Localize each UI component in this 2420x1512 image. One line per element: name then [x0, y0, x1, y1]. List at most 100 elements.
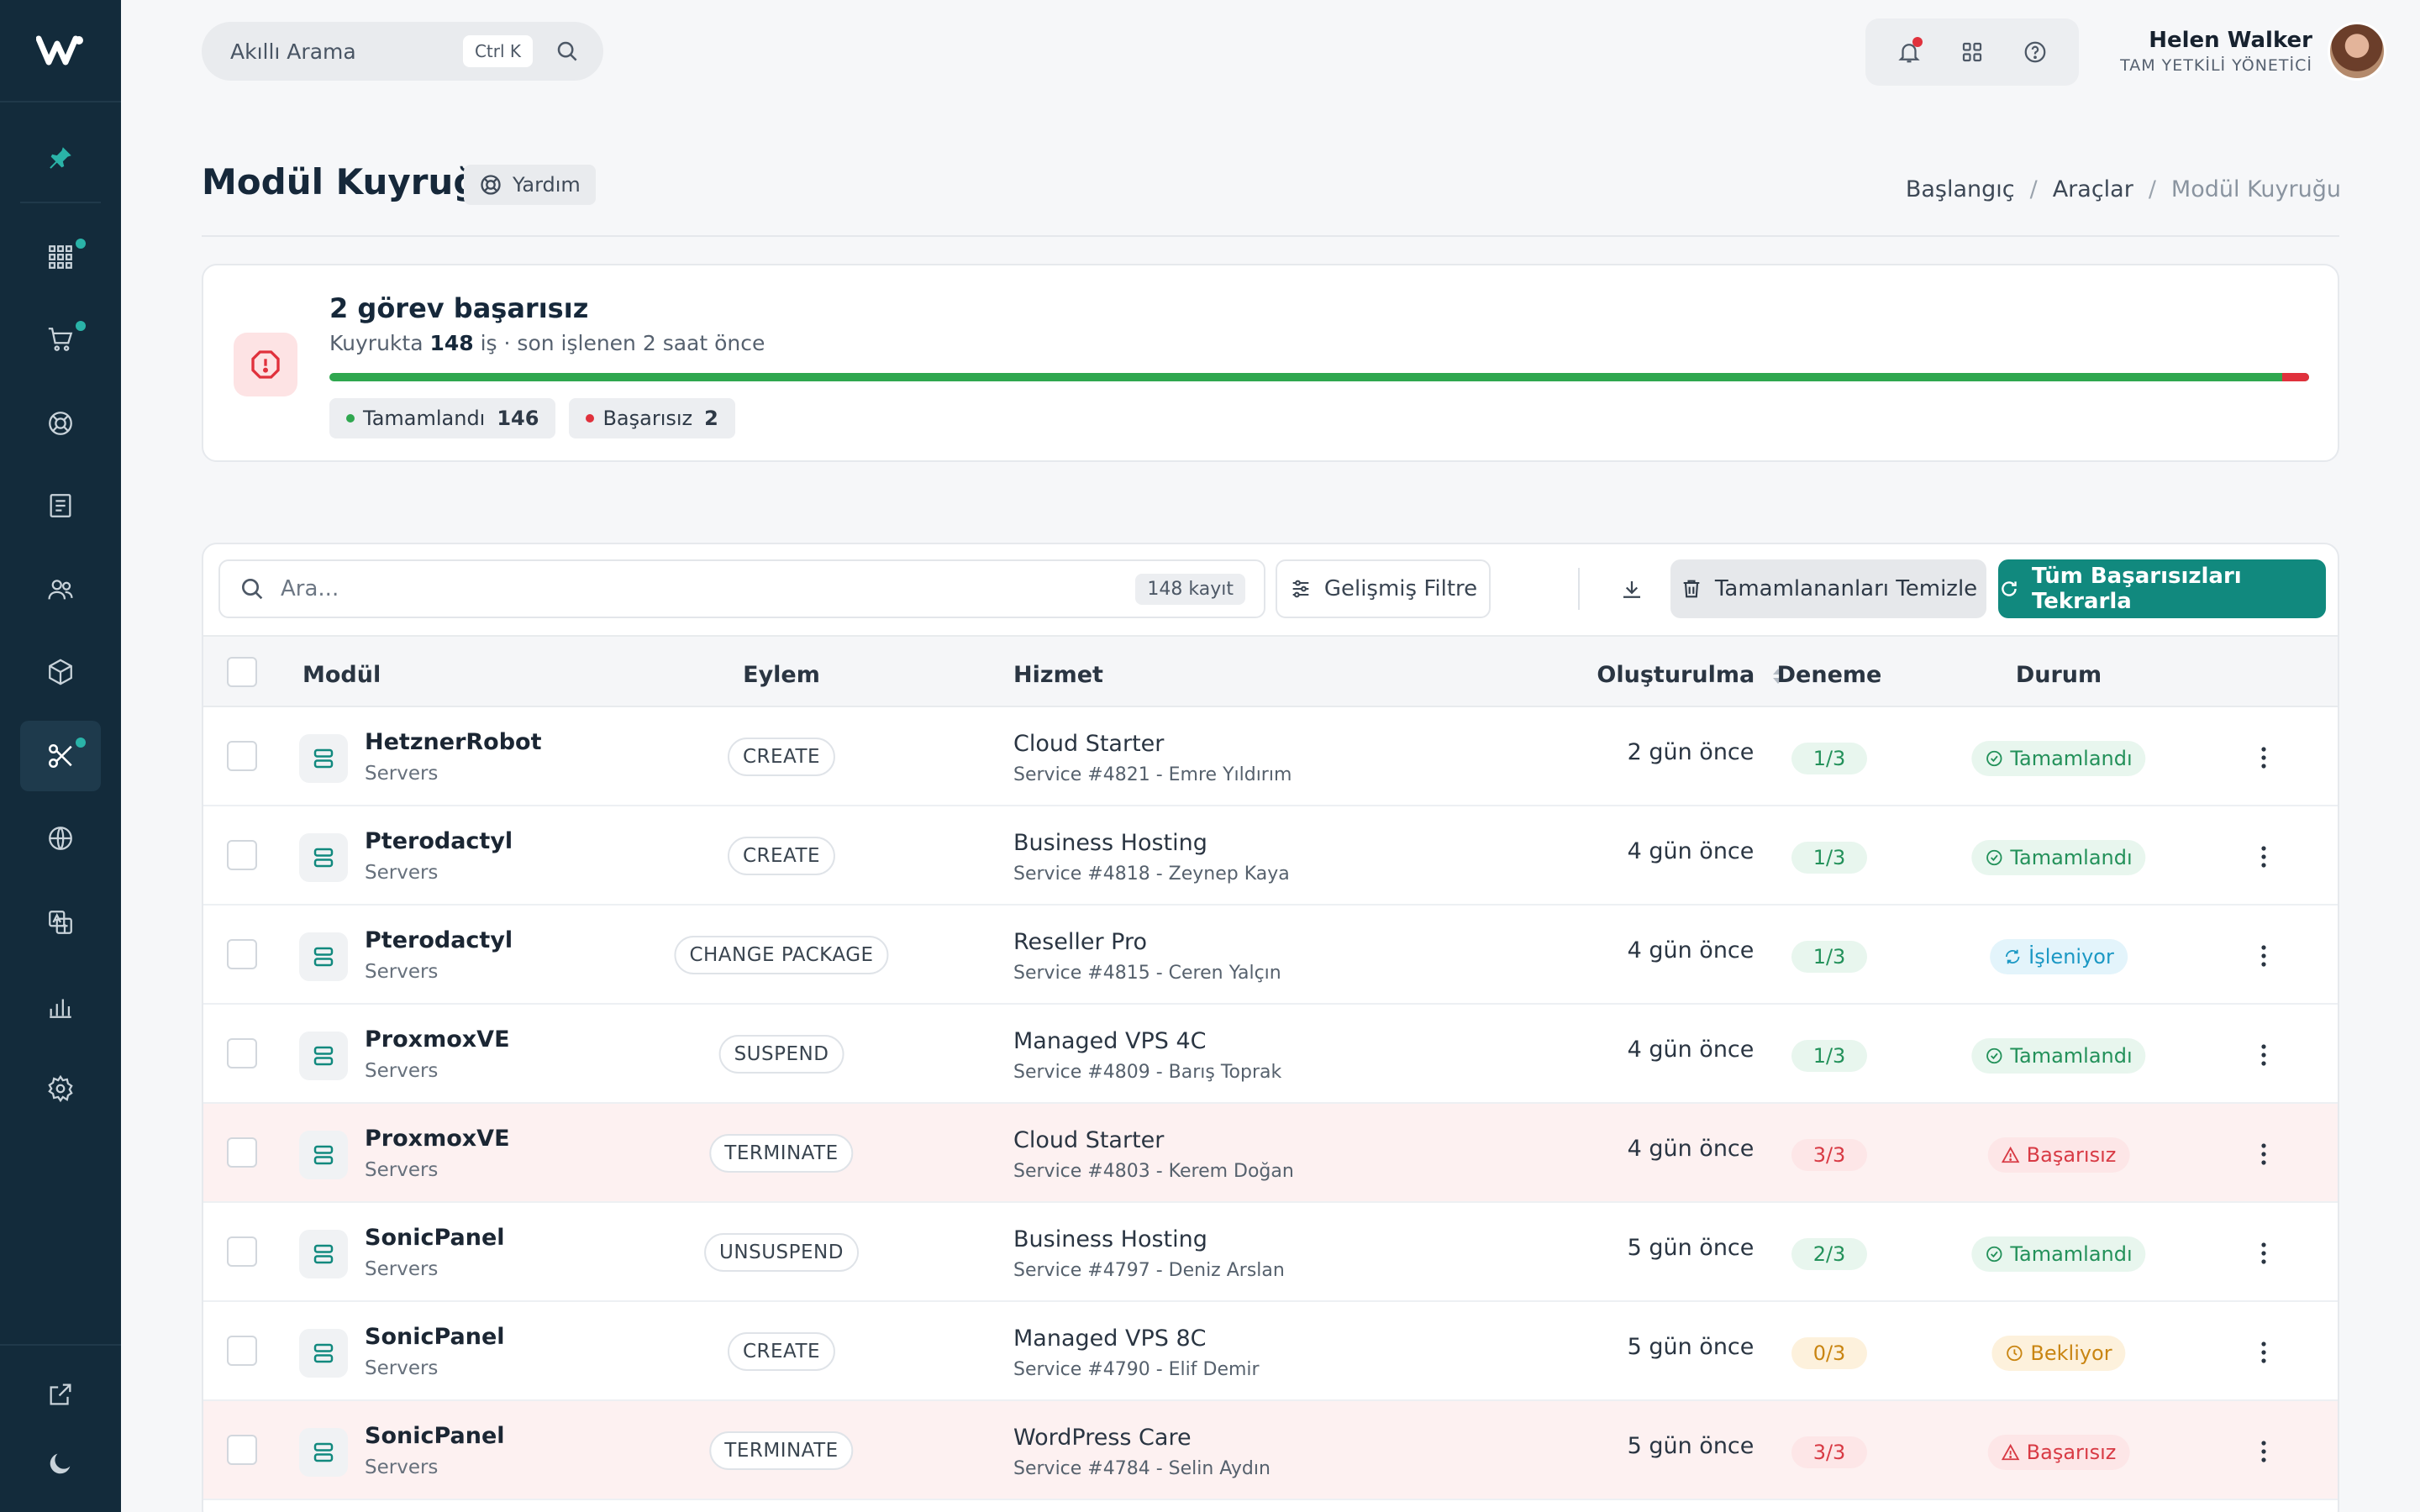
action-badge: CREATE: [727, 837, 836, 875]
smart-search-label: Akıllı Arama: [230, 39, 356, 64]
col-service[interactable]: Hizmet: [1013, 662, 1103, 688]
sidebar-item-orders[interactable]: [20, 304, 101, 375]
table-row[interactable]: Pterodactyl Servers CHANGE PACKAGE Reseller…: [203, 906, 2338, 1005]
help-label: Yardım: [513, 173, 581, 197]
clear-completed-button[interactable]: Tamamlananları Temizle: [1670, 559, 1986, 618]
service-name[interactable]: Managed VPS 8C: [1013, 1326, 1207, 1352]
notifications-button[interactable]: [1891, 34, 1928, 71]
sidebar-item-domains[interactable]: [20, 803, 101, 874]
row-checkbox[interactable]: [227, 1137, 257, 1168]
service-name[interactable]: Cloud Starter: [1013, 1127, 1165, 1153]
row-actions-button[interactable]: [2247, 1038, 2281, 1072]
apps-grid-icon: [49, 245, 72, 269]
advanced-filter-button[interactable]: Gelişmiş Filtre: [1276, 559, 1491, 618]
apps-button[interactable]: [1954, 34, 1991, 71]
status-label: Tamamlandı: [2010, 747, 2133, 770]
row-actions-button[interactable]: [2247, 1435, 2281, 1468]
service-detail: Service #4821 - Emre Yıldırım: [1013, 764, 1292, 785]
module-name[interactable]: HetznerRobot: [365, 729, 542, 755]
export-button[interactable]: [1608, 564, 1655, 615]
sidebar-item-billing[interactable]: [20, 470, 101, 541]
row-checkbox[interactable]: [227, 939, 257, 969]
service-name[interactable]: Managed VPS 4C: [1013, 1028, 1207, 1054]
sidebar-item-external[interactable]: [20, 1359, 101, 1430]
row-actions-button[interactable]: [2247, 1137, 2281, 1171]
sidebar-item-theme[interactable]: [20, 1428, 101, 1499]
completed-chip[interactable]: Tamamlandı 146: [329, 398, 556, 438]
help-button[interactable]: [2017, 34, 2054, 71]
service-name[interactable]: Cloud Starter: [1013, 731, 1165, 757]
row-checkbox[interactable]: [227, 1336, 257, 1366]
table-row[interactable]: ProxmoxVE Servers SUSPEND Managed VPS 4C Ser…: [203, 1005, 2338, 1104]
sidebar-item-pinned[interactable]: [20, 123, 101, 193]
row-actions-button[interactable]: [2247, 1336, 2281, 1369]
col-module[interactable]: Modül: [302, 662, 381, 688]
col-status[interactable]: Durum: [2015, 662, 2102, 688]
pin-icon: [50, 147, 71, 169]
service-name[interactable]: WordPress Care: [1013, 1425, 1192, 1451]
table-row[interactable]: ProxmoxVE Servers TERMINATE Cloud Starter Se…: [203, 1104, 2338, 1203]
table-row[interactable]: SonicPanel Servers CREATE Managed VPS 8C Ser…: [203, 1302, 2338, 1401]
table-search[interactable]: Ara... 148 kayıt: [218, 559, 1265, 618]
module-name[interactable]: SonicPanel: [365, 1324, 505, 1350]
table-row[interactable]: SonicPanel Servers UNSUSPEND Business Hosti…: [203, 1203, 2338, 1302]
trash-icon: [1683, 580, 1700, 598]
select-all-checkbox[interactable]: [227, 657, 257, 687]
sidebar-item-support[interactable]: [20, 388, 101, 459]
module-name[interactable]: ProxmoxVE: [365, 1026, 510, 1053]
failed-chip[interactable]: Başarısız 2: [569, 398, 735, 438]
sidebar-item-reports[interactable]: [20, 971, 101, 1042]
check-circle-icon: [1986, 1047, 2002, 1064]
row-checkbox[interactable]: [227, 741, 257, 771]
sidebar-item-products[interactable]: [20, 637, 101, 707]
retry-all-failed-button[interactable]: Tüm Başarısızları Tekrarla: [1998, 559, 2326, 618]
row-checkbox[interactable]: [227, 1038, 257, 1068]
support-icon: [49, 412, 72, 435]
table-row[interactable]: HetznerRobot Servers CREATE Cloud Starter Se…: [203, 707, 2338, 806]
sidebar-item-clients[interactable]: [20, 554, 101, 625]
status-badge: Başarısız: [1987, 1137, 2130, 1173]
progress-bar: [329, 373, 2309, 381]
sidebar-item-tools[interactable]: [20, 721, 101, 791]
user-menu[interactable]: Helen Walker TAM YETKİLİ YÖNETİCİ: [2120, 22, 2386, 81]
sidebar-item-settings[interactable]: [20, 1053, 101, 1124]
breadcrumb-home[interactable]: Başlangıç: [1905, 176, 2015, 202]
col-action[interactable]: Eylem: [743, 662, 820, 688]
action-badge: CREATE: [727, 738, 836, 776]
check-circle-icon: [1986, 750, 2002, 767]
row-checkbox[interactable]: [227, 1435, 257, 1465]
row-actions-button[interactable]: [2247, 1236, 2281, 1270]
action-badge: SUSPEND: [718, 1035, 844, 1074]
module-name[interactable]: Pterodactyl: [365, 927, 513, 953]
row-actions-button[interactable]: [2247, 939, 2281, 973]
smart-search[interactable]: Akıllı Arama Ctrl K: [202, 22, 603, 81]
module-name[interactable]: ProxmoxVE: [365, 1126, 510, 1152]
avatar[interactable]: [2328, 22, 2386, 81]
module-name[interactable]: Pterodactyl: [365, 828, 513, 854]
module-category: Servers: [365, 1258, 439, 1280]
breadcrumb-tools[interactable]: Araçlar: [2052, 176, 2133, 202]
module-name[interactable]: SonicPanel: [365, 1225, 505, 1251]
header-divider: [202, 235, 2339, 237]
brand-logo[interactable]: [0, 0, 121, 102]
cart-icon: [48, 328, 73, 351]
row-actions-button[interactable]: [2247, 741, 2281, 774]
table-row[interactable]: SonicPanel Servers TERMINATE WordPress Care…: [203, 1401, 2338, 1500]
sidebar-item-translations[interactable]: [20, 887, 101, 958]
service-name[interactable]: Reseller Pro: [1013, 929, 1147, 955]
col-created[interactable]: Oluşturulma: [1581, 662, 1800, 688]
row-actions-button[interactable]: [2247, 840, 2281, 874]
table-row[interactable]: Pterodactyl Servers CREATE Business Hosting…: [203, 806, 2338, 906]
module-name[interactable]: SonicPanel: [365, 1423, 505, 1449]
row-checkbox[interactable]: [227, 1236, 257, 1267]
sidebar-item-dashboard[interactable]: [20, 222, 101, 292]
status-badge: Başarısız: [1987, 1435, 2130, 1470]
module-category: Servers: [365, 862, 439, 884]
created-time: 4 gün önce: [1627, 1136, 1754, 1162]
row-checkbox[interactable]: [227, 840, 257, 870]
help-link-button[interactable]: Yardım: [464, 165, 596, 205]
col-attempt[interactable]: Deneme: [1776, 662, 1882, 688]
status-sub-prefix: Kuyrukta: [329, 331, 424, 355]
service-name[interactable]: Business Hosting: [1013, 1226, 1207, 1252]
service-name[interactable]: Business Hosting: [1013, 830, 1207, 856]
